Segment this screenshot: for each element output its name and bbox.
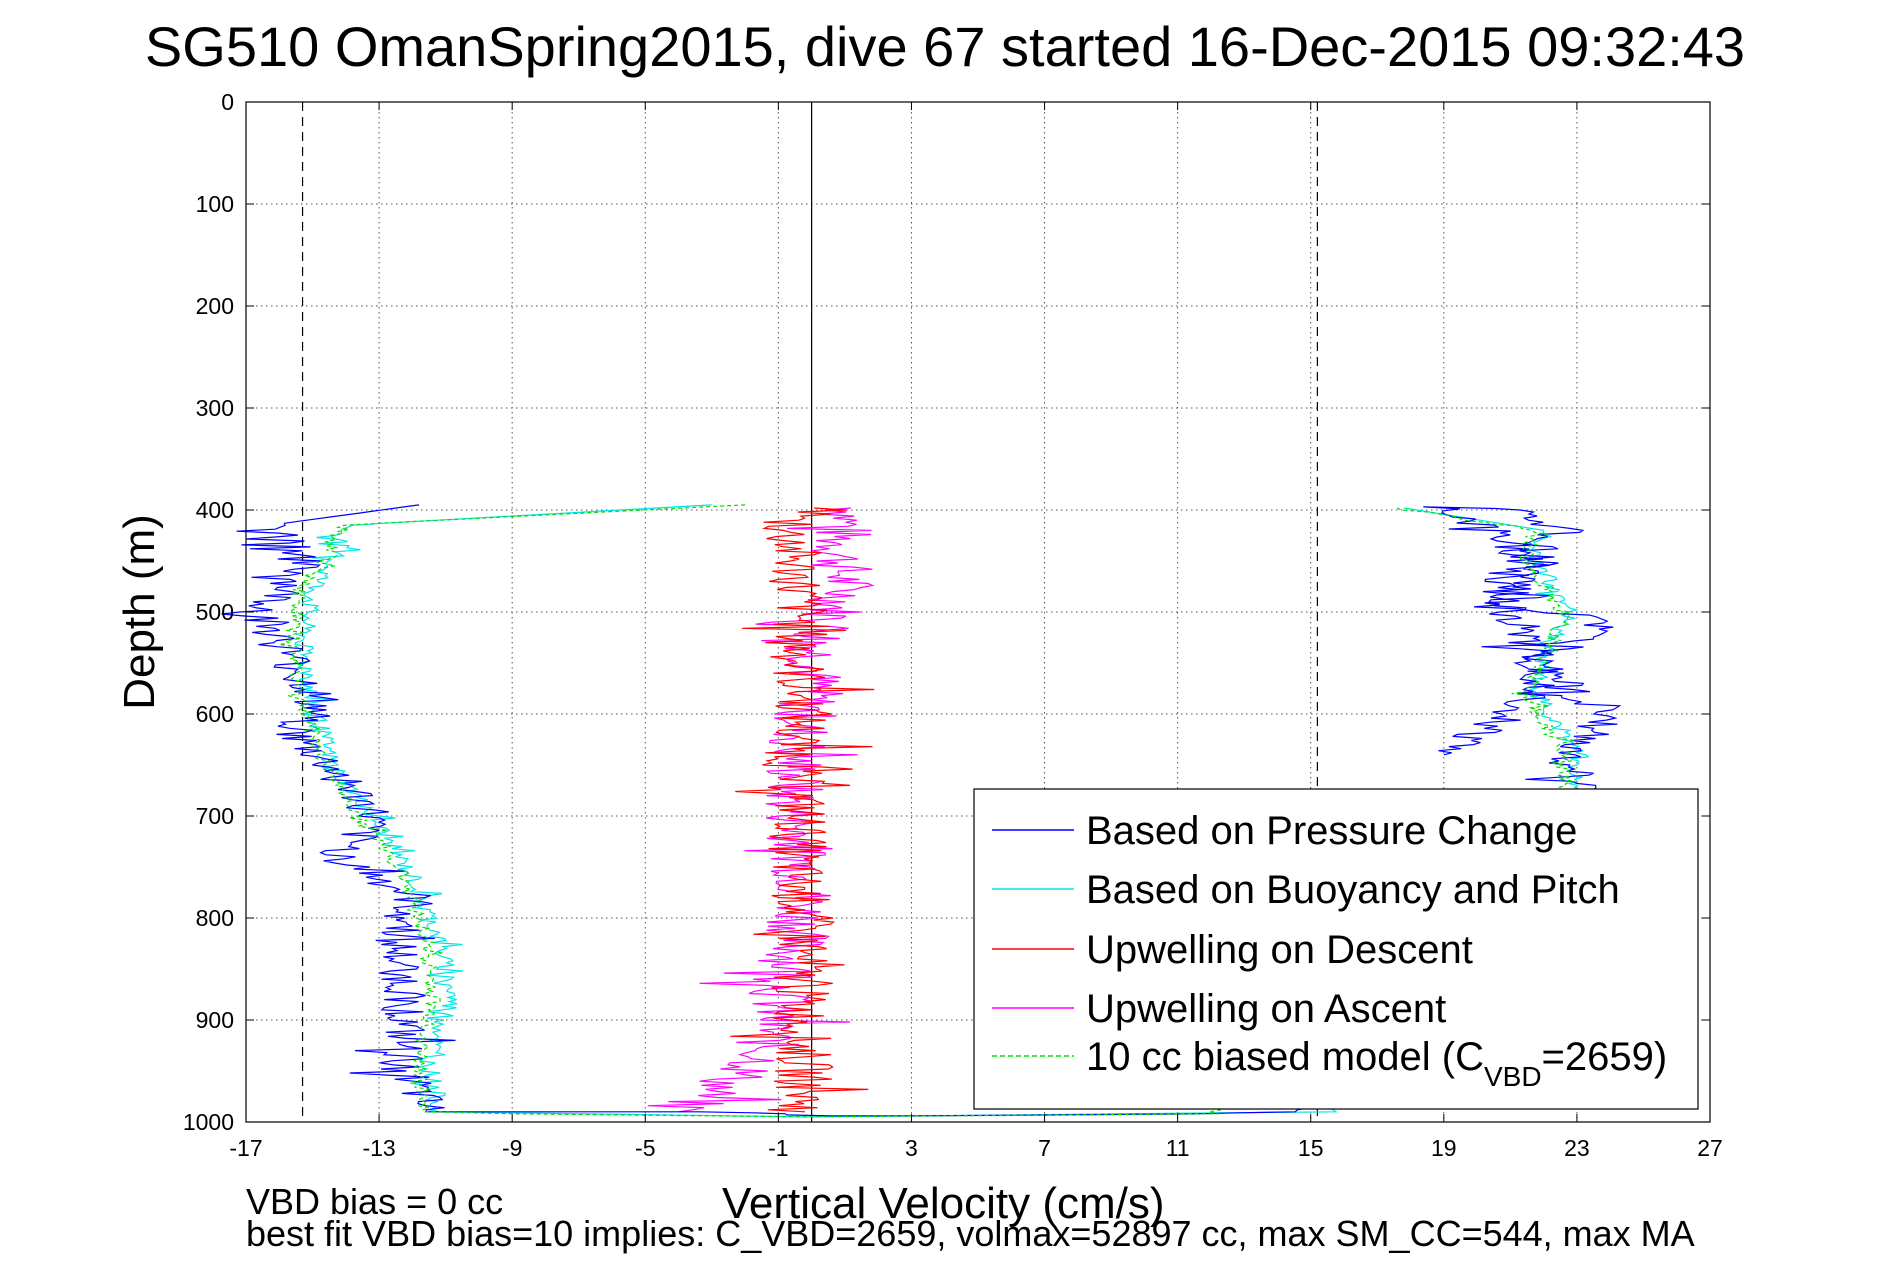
reference-lines [301,102,1318,1122]
y-tick-label-0: 0 [221,89,234,115]
y-axis-ticks: 0 100 200 300 400 500 600 700 800 900 1000 [183,89,1710,1135]
x-axis-ticks: -17 -13 -9 -5 -1 3 7 11 15 19 23 27 [229,102,1723,1161]
x-tick-label-7: 11 [1166,1135,1190,1161]
x-axis-label: Vertical Velocity (cm/s) [722,1179,1165,1228]
legend-box [973,788,1699,1110]
x-tick-label-2: -9 [502,1135,522,1161]
series-line-2 [730,507,875,1113]
y-tick-label-4: 400 [196,497,234,523]
legend-label-0: Based on Pressure Change [1086,809,1577,853]
x-tick-label-8: 15 [1298,1135,1324,1161]
y-tick-label-7: 700 [196,803,234,829]
y-tick-label-9: 900 [196,1007,234,1033]
footer-line-2: best fit VBD bias=10 implies: C_VBD=2659… [246,1213,1695,1254]
y-tick-label-8: 800 [196,905,234,931]
y-axis-label: Depth (m) [115,514,164,710]
legend-label-2: Upwelling on Descent [1086,928,1473,972]
y-tick-label-2: 200 [196,293,234,319]
legend-tail: =2659) [1542,1035,1668,1079]
y-tick-label-3: 300 [196,395,234,421]
x-tick-label-0: -17 [229,1135,262,1161]
series-line-4 [279,504,1576,1118]
y-tick-label-1: 100 [196,191,234,217]
y-tick-label-6: 600 [196,701,234,727]
x-tick-label-11: 27 [1697,1135,1723,1161]
x-tick-label-1: -13 [362,1135,395,1161]
legend: Based on Pressure Change Based on Buoyanc… [973,788,1699,1110]
x-tick-label-5: 3 [905,1135,918,1161]
chart-title: SG510 OmanSpring2015, dive 67 started 16… [145,15,1745,78]
series-line-3 [647,507,875,1113]
legend-subscript: VBD [1484,1061,1542,1092]
footer-line-1: VBD bias = 0 cc [246,1181,504,1222]
x-tick-label-9: 19 [1431,1135,1457,1161]
x-tick-label-4: -1 [768,1135,788,1161]
y-tick-label-10: 1000 [183,1109,234,1135]
x-tick-label-6: 7 [1038,1135,1051,1161]
x-tick-label-10: 23 [1564,1135,1590,1161]
legend-label-1: Based on Buoyancy and Pitch [1086,868,1620,912]
x-tick-label-3: -5 [635,1135,655,1161]
y-tick-label-5: 500 [196,599,234,625]
legend-label-3: Upwelling on Ascent [1086,987,1446,1031]
